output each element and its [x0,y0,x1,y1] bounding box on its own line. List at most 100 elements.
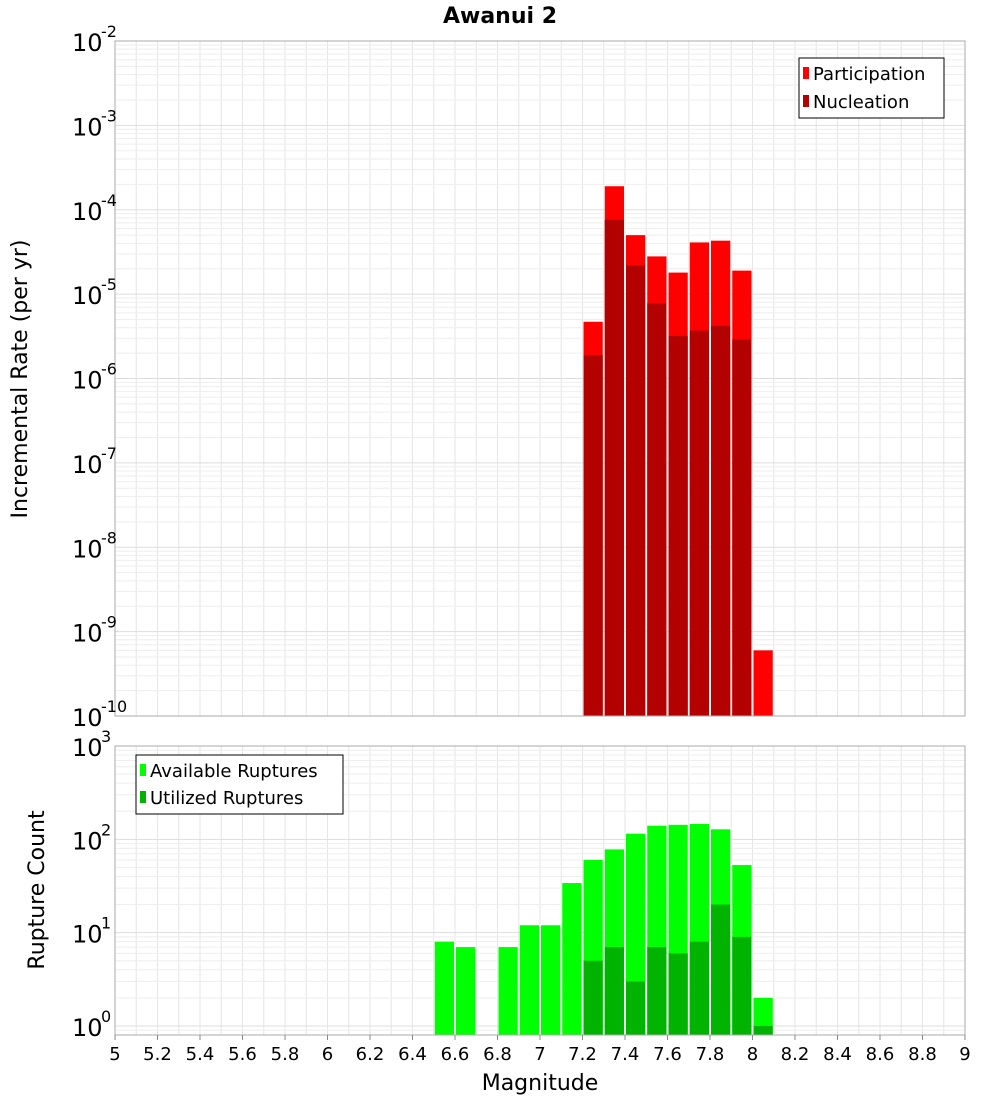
count-grid [115,746,965,1035]
utilized-bar [732,936,752,1035]
x-tick-label: 6.4 [398,1044,427,1065]
rate-y-tick: 10-2 [72,22,117,57]
rate-y-tick-exponent: -7 [101,444,117,463]
x-tick-label: 5.4 [186,1044,215,1065]
rate-y-tick: 10-4 [72,191,117,226]
x-ticks: 5 5.2 5.4 5.6 5.8 6 6.2 6.4 6.6 6.8 7 7.2 7.4 7.6 7.8 8… [109,1035,971,1065]
count-y-tick-base: 10 [72,734,103,762]
available-legend-swatch [140,764,146,776]
nucleation-bar [583,354,603,716]
rate-y-tick-exponent: -10 [101,697,127,716]
x-tick-label: 8.2 [781,1044,810,1065]
nucleation-bar [732,339,752,716]
x-tick-label: 8 [747,1044,758,1065]
utilized-bar [647,947,667,1035]
available-bar [434,941,454,1035]
nucleation-bar [604,219,624,717]
utilized-bar [626,981,646,1035]
rate-y-tick: 10-8 [72,528,117,563]
x-tick-label: 5.8 [271,1044,300,1065]
rate-legend-box [798,57,945,119]
x-tick-label: 6.8 [483,1044,512,1065]
rate-y-tick-base: 10 [72,451,103,479]
rate-y-tick-base: 10 [72,113,103,141]
rate-y-tick: 10-9 [72,613,117,648]
count-y-tick-exponent: 2 [101,820,111,839]
nucleation-bar [689,330,709,716]
utilized-legend-label: Utilized Ruptures [150,788,303,809]
count-y-tick: 103 [72,727,111,762]
utilized-legend-swatch [140,791,146,803]
rate-y-tick: 10-7 [72,444,117,479]
count-bars [434,823,773,1035]
rate-legend: Participation Nucleation [798,57,945,119]
nucleation-bar [668,335,688,716]
count-y-tick: 100 [72,1007,111,1042]
count-y-tick: 102 [72,820,111,855]
count-y-tick: 101 [72,914,111,949]
rate-y-tick-base: 10 [72,282,103,310]
rate-y-tick-exponent: -9 [101,613,117,632]
available-bar [456,947,476,1035]
nucleation-bar [647,303,667,716]
nucleation-bar [711,325,731,716]
x-tick-label: 6.2 [356,1044,385,1065]
x-tick-label: 6.6 [441,1044,470,1065]
participation-bar [753,650,773,716]
nucleation-legend-label: Nucleation [813,92,909,113]
rate-y-tick-exponent: -4 [101,191,117,210]
x-axis-label: Magnitude [482,1071,599,1096]
nucleation-bar [626,265,646,716]
x-tick-label: 8.4 [823,1044,852,1065]
utilized-bar [668,953,688,1035]
count-y-axis-label: Rupture Count [25,810,50,970]
x-tick-label: 5 [109,1044,120,1065]
x-tick-label: 7.4 [611,1044,640,1065]
rate-y-tick: 10-3 [72,106,117,141]
x-tick-label: 8.8 [908,1044,937,1065]
rate-y-tick-base: 10 [72,704,103,732]
available-bar [753,997,773,1035]
rate-plot-frame [114,40,966,717]
count-y-tick-exponent: 0 [101,1007,111,1026]
x-tick-label: 9 [959,1044,970,1065]
utilized-bar [711,904,731,1035]
rate-y-tick-exponent: -6 [101,360,117,379]
rate-y-tick: 10-10 [72,697,127,732]
utilized-bar [753,1025,773,1035]
x-tick-label: 6 [322,1044,333,1065]
x-tick-label: 8.6 [866,1044,895,1065]
x-tick-label: 7 [534,1044,545,1065]
count-y-tick-base: 10 [72,921,103,949]
rate-bars [583,186,773,717]
participation-legend-swatch [803,67,809,79]
rate-y-tick-exponent: -2 [101,22,117,41]
count-y-tick-base: 10 [72,1014,103,1042]
utilized-bar [604,947,624,1035]
available-bar [498,947,518,1035]
x-tick-label: 7.8 [696,1044,725,1065]
rate-y-tick-base: 10 [72,198,103,226]
x-tick-label: 5.2 [143,1044,172,1065]
rate-y-tick-exponent: -5 [101,275,117,294]
x-tick-label: 7.2 [568,1044,597,1065]
x-tick-label: 5.6 [228,1044,257,1065]
available-legend-label: Available Ruptures [150,761,318,782]
count-legend: Available Ruptures Utilized Ruptures [135,754,344,815]
rate-y-tick: 10-6 [72,360,117,395]
chart-title: Awanui 2 [443,4,557,29]
rate-y-tick: 10-5 [72,275,117,310]
rate-y-tick-base: 10 [72,29,103,57]
rate-y-tick-base: 10 [72,535,103,563]
rate-y-tick-base: 10 [72,620,103,648]
x-tick-label: 7.6 [653,1044,682,1065]
count-y-tick-base: 10 [72,827,103,855]
count-y-tick-exponent: 1 [101,914,111,933]
participation-legend-label: Participation [813,64,925,85]
rate-y-axis-label: Incremental Rate (per yr) [8,240,33,519]
available-bar [519,925,539,1035]
